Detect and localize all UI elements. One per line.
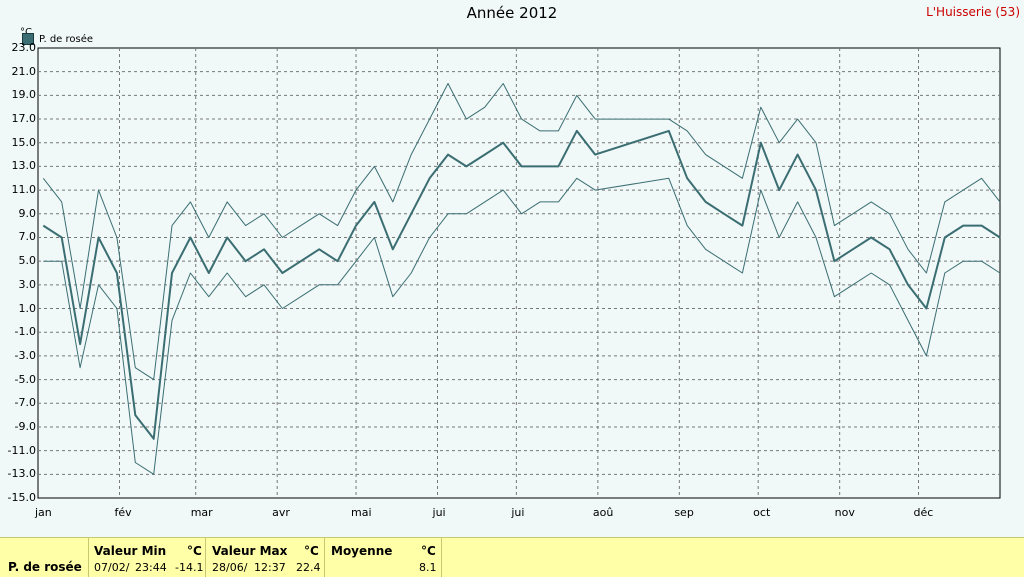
stats-avg-block: Moyenne °C 8.1 <box>324 538 442 577</box>
y-tick-label: -3.0 <box>14 348 36 362</box>
stats-max-header: Valeur Max <box>212 544 288 558</box>
series-min-line <box>43 177 1001 475</box>
legend: P. de rosée <box>22 33 93 45</box>
stats-max-time: 12:37 <box>254 561 286 574</box>
stats-avg-header: Moyenne <box>331 544 393 558</box>
x-tick-label: mai <box>351 506 372 519</box>
x-tick-label: jui <box>432 506 446 519</box>
x-tick-label: nov <box>834 506 855 519</box>
plot-background <box>37 47 1001 499</box>
y-tick-label: -1.0 <box>14 325 36 339</box>
y-tick-label: 7.0 <box>18 230 37 244</box>
y-tick-label: 19.0 <box>11 88 37 102</box>
y-tick-label: 17.0 <box>11 112 37 126</box>
chart-area <box>37 47 1001 499</box>
x-tick-label: sep <box>674 506 694 519</box>
stats-min-value: -14.1 <box>175 561 204 574</box>
x-tick-label: mar <box>190 506 213 519</box>
stats-min-unit: °C <box>187 544 202 558</box>
stats-min-time: 23:44 <box>135 561 167 574</box>
series-max-line <box>42 83 1001 381</box>
y-tick-label: 9.0 <box>18 206 37 220</box>
y-tick-label: 21.0 <box>11 64 37 78</box>
stats-max-value: 22.4 <box>296 561 321 574</box>
y-tick-label: -9.0 <box>14 419 36 433</box>
series-avg-line <box>42 129 1001 440</box>
stats-max-date: 28/06/ <box>212 561 248 574</box>
y-tick-label: 5.0 <box>18 254 37 268</box>
x-tick-label: jui <box>511 506 525 519</box>
stats-series-name: P. de rosée <box>8 560 82 574</box>
y-tick-label: -13.0 <box>7 467 36 481</box>
stats-min-header: Valeur Min <box>94 544 167 558</box>
y-tick-label: 3.0 <box>18 277 37 291</box>
x-tick-label: aoû <box>592 506 614 519</box>
grid-lines <box>38 48 1000 498</box>
legend-swatch <box>22 33 34 45</box>
y-tick-label: 15.0 <box>11 135 37 149</box>
legend-label: P. de rosée <box>39 33 94 45</box>
y-tick-label: -7.0 <box>14 396 36 410</box>
x-tick-label: fév <box>114 506 132 519</box>
x-tick-label: avr <box>272 506 290 519</box>
y-tick-label: 1.0 <box>18 301 37 315</box>
y-tick-label: 23.0 <box>11 41 37 54</box>
y-tick-label: -15.0 <box>7 491 36 504</box>
y-tick-label: 13.0 <box>11 159 37 173</box>
x-tick-label: oct <box>753 506 771 519</box>
y-tick-label: -11.0 <box>7 443 36 457</box>
x-tick-label: jan <box>35 506 52 519</box>
y-tick-label: -5.0 <box>14 372 36 386</box>
chart-title: Année 2012 <box>466 4 558 22</box>
stats-min-block: Valeur Min °C 07/02/ 23:44 -14.1 <box>88 538 205 577</box>
stats-avg-value: 8.1 <box>419 561 437 574</box>
y-tick-label: 11.0 <box>11 183 37 197</box>
stats-avg-unit: °C <box>421 544 436 558</box>
y-axis-unit: °C <box>20 27 32 38</box>
x-tick-label: déc <box>913 506 934 519</box>
station-name: L'Huisserie (53) <box>926 5 1020 19</box>
stats-panel: P. de rosée Valeur Min °C 07/02/ 23:44 -… <box>0 537 1024 577</box>
series-lines <box>42 83 1001 475</box>
stats-min-date: 07/02/ <box>94 561 130 574</box>
stats-max-unit: °C <box>304 544 319 558</box>
stats-max-block: Valeur Max °C 28/06/ 12:37 22.4 <box>205 538 324 577</box>
